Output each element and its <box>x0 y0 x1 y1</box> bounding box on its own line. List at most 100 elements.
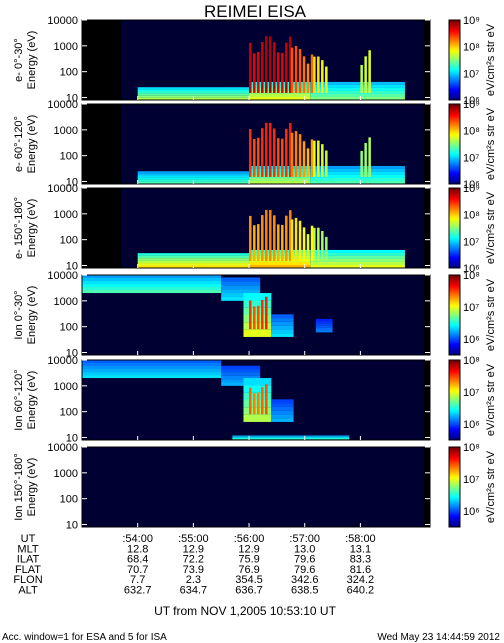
colorbar-step <box>449 230 460 233</box>
colorbar-step <box>449 333 460 336</box>
flux-band <box>82 278 222 282</box>
flux-band <box>221 293 261 297</box>
flux-band <box>82 369 222 373</box>
colorbar-step <box>449 362 460 365</box>
colorbar-step <box>449 353 460 356</box>
flux-band <box>249 264 311 268</box>
flux-band <box>243 300 272 308</box>
flux-band <box>249 180 311 184</box>
orbit-value: 12.9 <box>238 543 259 555</box>
colorbar-step <box>449 220 460 223</box>
flux-band <box>249 96 311 100</box>
flux-spike <box>317 227 320 261</box>
colorbar-step <box>449 50 460 53</box>
colorbar-step <box>449 507 460 510</box>
orbit-row-label: FLAT <box>15 564 41 576</box>
colorbar-tick-label: 10⁷ <box>463 302 479 314</box>
flux-spike <box>273 128 276 177</box>
flux-band <box>271 314 294 319</box>
colorbar-step <box>449 517 460 520</box>
flux-band <box>249 261 311 265</box>
flux-band <box>137 173 250 176</box>
flux-spike <box>321 60 324 93</box>
orbit-value: 7.7 <box>130 574 145 586</box>
colorbar-step <box>449 204 460 207</box>
colorbar-tick-label: 10⁷ <box>463 236 479 248</box>
colorbar-step <box>449 72 460 75</box>
flux-spike <box>265 122 268 177</box>
flux-band <box>221 277 261 282</box>
flux-band <box>82 375 222 379</box>
flux-spike <box>281 138 284 177</box>
colorbar-step <box>449 424 460 427</box>
colorbar-frame <box>448 19 461 101</box>
colorbar-step <box>449 158 460 161</box>
colorbar-tick-label: 10⁷ <box>463 152 479 164</box>
colorbar-step <box>449 293 460 296</box>
colorbar-step <box>449 313 460 316</box>
panel-frame <box>81 187 431 269</box>
colorbar-step <box>449 44 460 47</box>
flux-band <box>82 372 222 376</box>
flux-band <box>249 81 311 85</box>
y-tick-label: 10 <box>66 432 78 444</box>
colorbar-step <box>449 323 460 326</box>
colorbar-step <box>449 406 460 409</box>
colorbar-step <box>449 150 460 153</box>
chart-title: REIMEI EISA <box>204 2 307 21</box>
flux-band <box>221 365 261 370</box>
colorbar-step <box>449 287 460 290</box>
flux-band <box>249 84 311 88</box>
colorbar-step <box>449 196 460 199</box>
orbit-value: :57:00 <box>289 533 320 545</box>
colorbar-step <box>449 317 460 320</box>
flux-spike <box>321 144 324 177</box>
colorbar-step <box>449 214 460 217</box>
colorbar-step <box>449 142 460 145</box>
colorbar-step <box>449 192 460 195</box>
flux-band <box>310 84 405 88</box>
orbit-row-label: ALT <box>18 585 38 597</box>
colorbar-step <box>449 390 460 393</box>
flux-spike <box>310 139 314 177</box>
colorbar-step <box>449 240 460 243</box>
colorbar-step <box>449 32 460 35</box>
flux-spike <box>368 137 371 177</box>
colorbar-step <box>449 80 460 83</box>
flux-band <box>310 252 405 256</box>
colorbar-step <box>449 114 460 117</box>
flux-spike <box>257 137 260 177</box>
spectrogram-panel: 10 100 1000 10000 Ion 150°-180° Energy (eV) 10… <box>13 442 497 531</box>
colorbar-step <box>449 260 460 263</box>
flux-band <box>315 318 333 322</box>
flux-band <box>249 177 311 181</box>
flux-band <box>310 81 405 85</box>
flux-band <box>221 382 261 386</box>
colorbar-step <box>449 412 460 415</box>
colorbar-tick-label: 10⁷ <box>463 474 479 486</box>
colorbar-step <box>449 132 460 135</box>
colorbar-label: eV/cm²s str eV <box>485 23 497 96</box>
noise-floor <box>82 447 424 527</box>
colorbar-step <box>449 98 460 101</box>
flux-band <box>249 87 311 91</box>
y-tick-label: 100 <box>60 407 78 419</box>
colorbar-step <box>449 325 460 328</box>
colorbar-step <box>449 329 460 332</box>
orbit-row-label: UT <box>21 533 36 545</box>
colorbar-tick-label: 10⁶ <box>463 506 480 518</box>
flux-spike <box>277 52 280 93</box>
colorbar-step <box>449 66 460 69</box>
flux-spike <box>313 140 316 177</box>
colorbar-step <box>449 364 460 367</box>
colorbar-step <box>449 224 460 227</box>
orbit-value: 12.8 <box>127 543 148 555</box>
colorbar-tick-label: 10⁷ <box>463 68 479 80</box>
orbit-value: 634.7 <box>180 585 208 597</box>
flux-band <box>137 253 250 256</box>
colorbar-step <box>449 481 460 484</box>
orbit-value: 640.2 <box>347 585 375 597</box>
flux-spike <box>302 227 306 261</box>
y-tick-label: 10 <box>66 260 78 272</box>
colorbar-tick-label: 10⁸ <box>463 126 480 138</box>
